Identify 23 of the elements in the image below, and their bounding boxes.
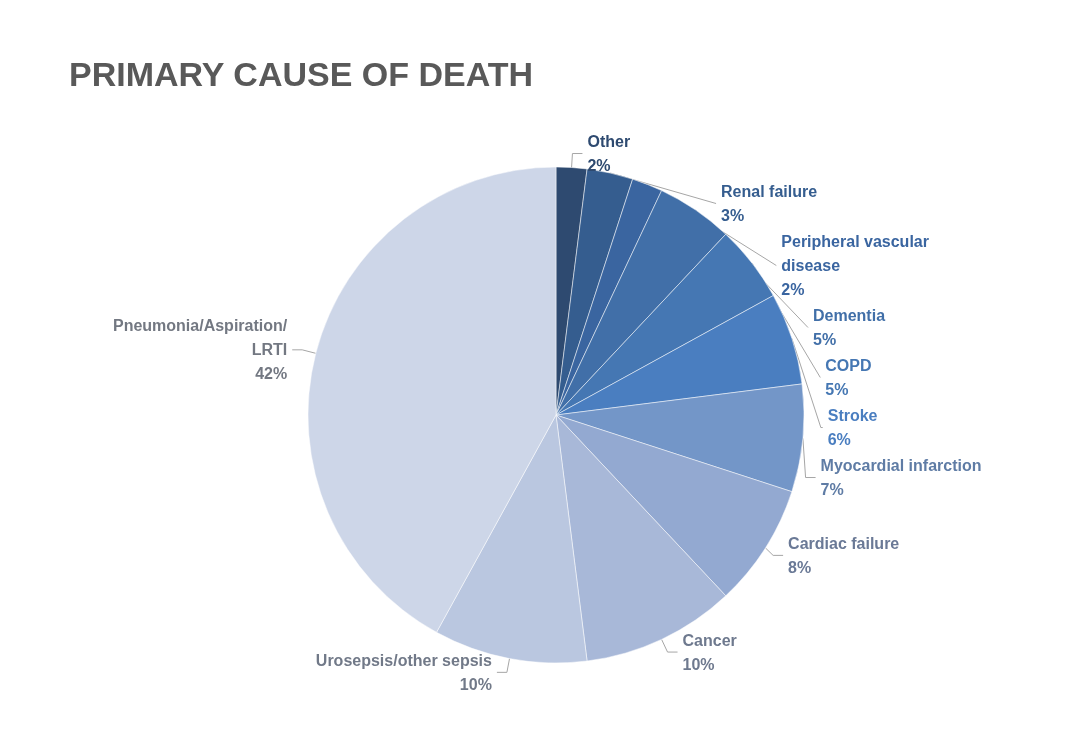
slice-label: Urosepsis/other sepsis bbox=[315, 651, 492, 669]
data-label: 5% bbox=[813, 331, 837, 349]
data-label: 10% bbox=[459, 675, 492, 693]
slice-label: Pneumonia/Aspiration/LRTI bbox=[112, 317, 288, 359]
slice-label: Myocardial infarction bbox=[820, 457, 982, 475]
data-label: 3% bbox=[721, 207, 745, 225]
data-label: 8% bbox=[788, 558, 812, 576]
data-label: 10% bbox=[682, 655, 715, 673]
slice-label: Stroke bbox=[827, 407, 878, 425]
slice-label: Peripheral vascular disease bbox=[781, 233, 934, 275]
data-label: 42% bbox=[255, 365, 288, 383]
chart-title: PRIMARY CAUSE OF DEATH bbox=[69, 55, 534, 93]
slice-label: COPD bbox=[825, 357, 872, 375]
slice-label: Other bbox=[587, 133, 631, 151]
slice-label: Dementia bbox=[813, 307, 886, 325]
data-label: 2% bbox=[587, 157, 611, 175]
slice-label: Cancer bbox=[682, 631, 737, 649]
data-label: 2% bbox=[781, 281, 805, 299]
data-label: 7% bbox=[820, 481, 844, 499]
data-label: 5% bbox=[825, 381, 849, 399]
slice-label: Cardiac failure bbox=[788, 534, 900, 552]
data-label: 6% bbox=[827, 431, 851, 449]
slice-label: Renal failure bbox=[721, 183, 818, 201]
